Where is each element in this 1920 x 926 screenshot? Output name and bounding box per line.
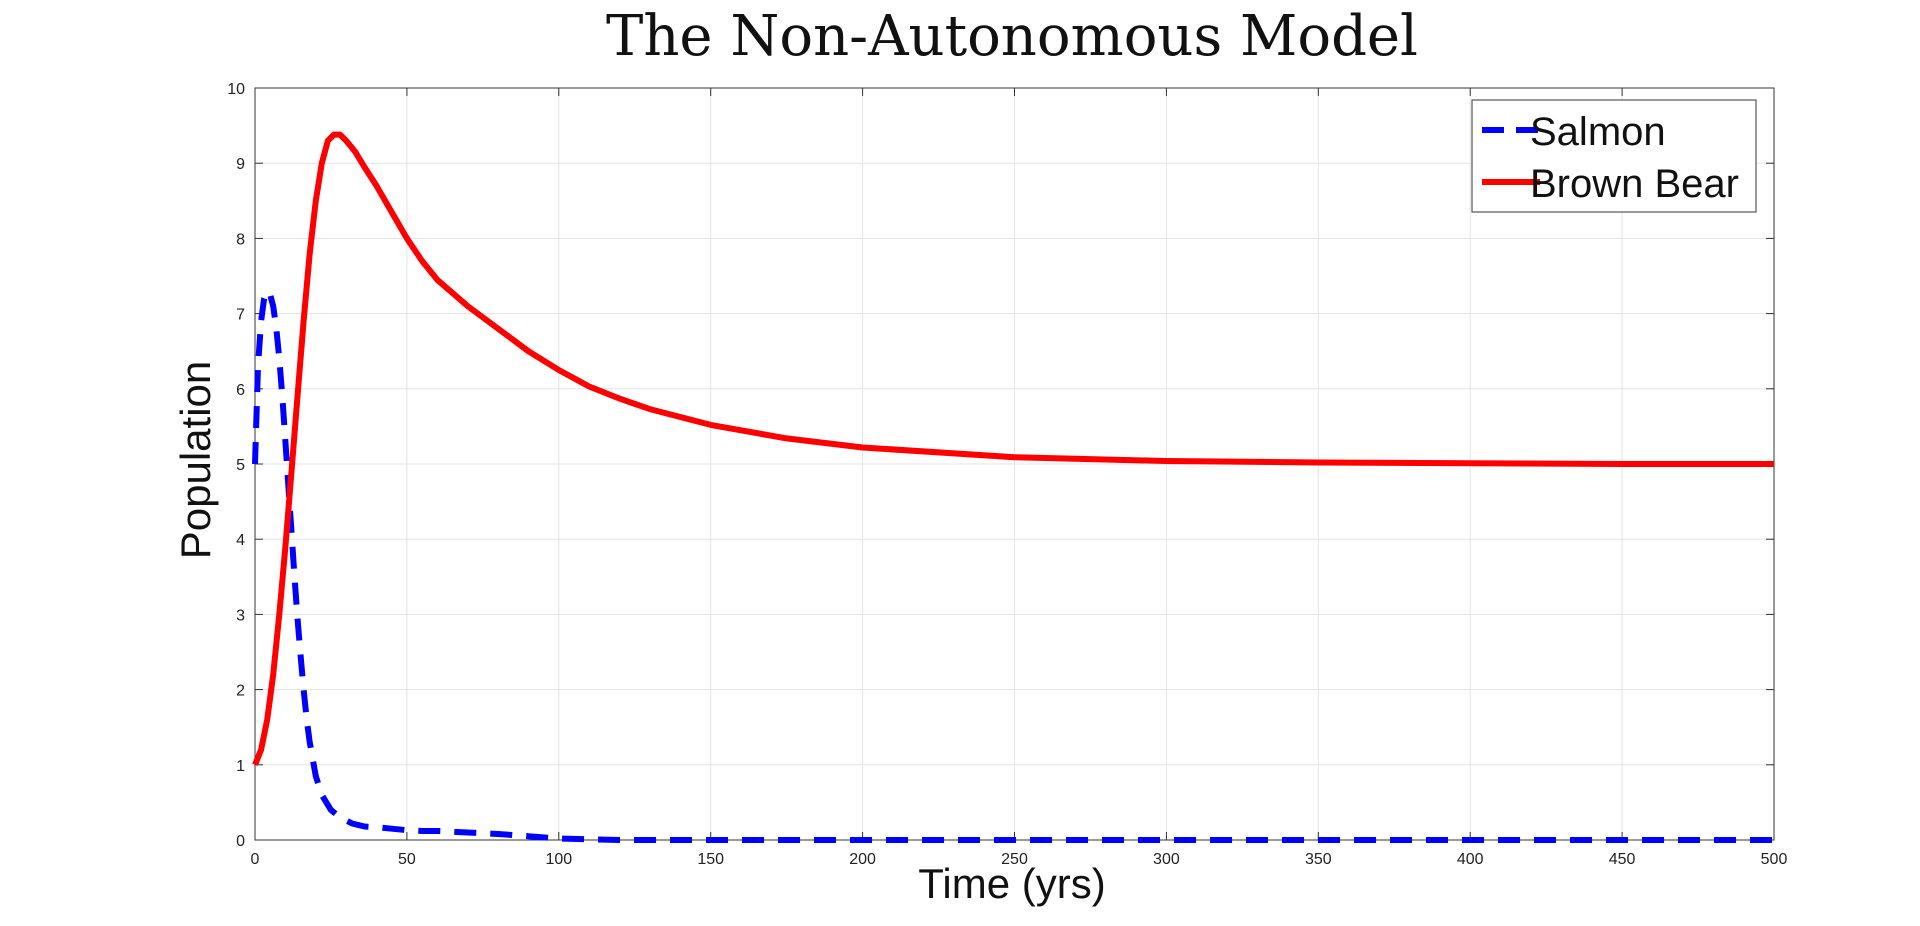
y-tick-label: 10 [227,81,245,98]
series-line-salmon [252,288,1774,843]
legend-label-salmon: Salmon [1530,110,1666,154]
y-tick-label: 7 [236,307,245,324]
x-tick-label: 0 [251,851,260,868]
y-tick-label: 1 [236,758,245,775]
y-tick-label: 2 [236,683,245,700]
x-tick-label: 400 [1457,851,1484,868]
legend: Salmon Brown Bear [1471,99,1757,213]
y-tick-label: 6 [236,382,245,399]
x-tick-label: 350 [1305,851,1332,868]
legend-box [1471,99,1757,213]
series-line-brown-bear [252,131,1774,766]
x-tick-label: 100 [545,851,572,868]
y-tick-label: 3 [236,607,245,624]
x-tick-label: 200 [849,851,876,868]
chart-title: The Non-Autonomous Model [606,4,1418,69]
y-tick-label: 0 [236,833,245,850]
x-tick-label: 450 [1609,851,1636,868]
series-layer [252,131,1774,843]
x-tick-label: 250 [1001,851,1028,868]
x-tick-label: 300 [1153,851,1180,868]
y-tick-label: 9 [236,156,245,173]
y-tick-label: 8 [236,231,245,248]
x-tick-label: 50 [398,851,416,868]
x-axis-label: Time (yrs) [918,860,1105,907]
y-axis-label: Population [172,361,219,560]
y-tick-label: 4 [236,532,245,549]
x-tick-label: 150 [697,851,724,868]
legend-label-brown-bear: Brown Bear [1530,162,1739,206]
y-tick-label: 5 [236,457,245,474]
x-tick-label: 500 [1761,851,1788,868]
